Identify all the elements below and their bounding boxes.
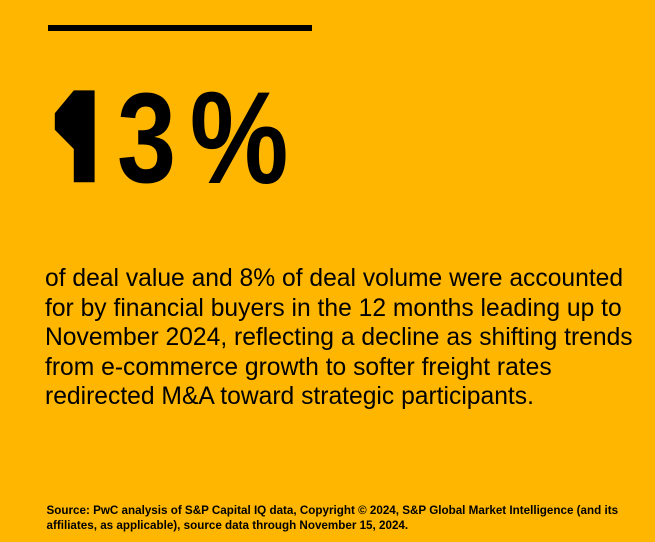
svg-text:3: 3 xyxy=(117,67,176,210)
svg-text:%: % xyxy=(190,64,289,211)
